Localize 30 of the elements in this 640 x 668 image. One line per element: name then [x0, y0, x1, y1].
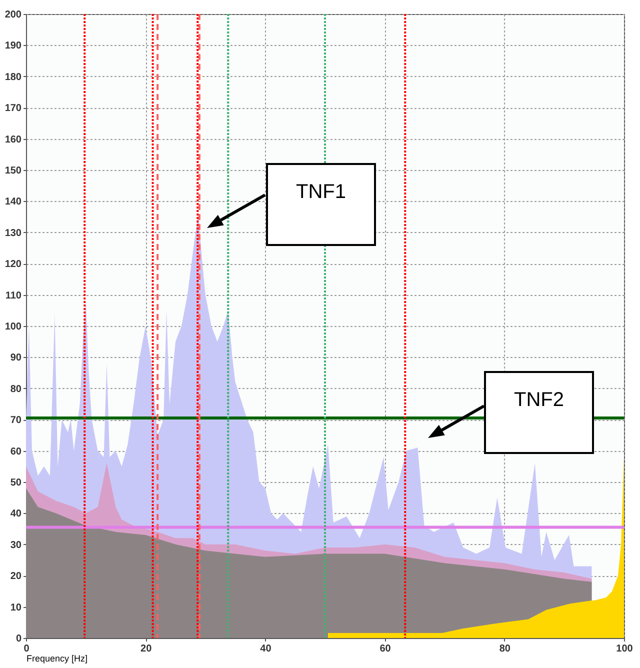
x-tick-label: 100 [616, 644, 634, 654]
y-tick-label: 30 [10, 540, 22, 551]
y-tick-label: 110 [5, 290, 22, 302]
text-box: TNF1 [266, 163, 376, 246]
y-tick-label: 200 [4, 10, 22, 20]
x-axis-title: Frequency [Hz] [26, 654, 88, 664]
text-box: TNF2 [484, 371, 594, 454]
y-tick-label: 130 [4, 228, 22, 239]
y-tick-label: 20 [10, 571, 22, 582]
y-tick-label: 170 [4, 103, 22, 114]
y-tick-label: 100 [4, 322, 22, 332]
y-tick-label: 190 [4, 40, 22, 52]
y-tick-label: 0 [16, 634, 22, 644]
y-tick-label: 60 [10, 446, 22, 458]
x-tick-label: 60 [380, 644, 392, 654]
x-tick-label: 20 [140, 644, 152, 654]
y-tick-label: 80 [10, 384, 22, 395]
y-tick-label: 180 [4, 72, 22, 83]
y-tick-label: 120 [4, 259, 22, 270]
x-tick-label: 0 [24, 644, 30, 654]
y-tick-label: 90 [10, 352, 22, 364]
y-tick-label: 140 [4, 196, 22, 208]
x-tick-label: 80 [499, 644, 511, 654]
y-tick-label: 50 [10, 478, 22, 488]
y-tick-label: 150 [4, 166, 22, 176]
y-tick-label: 70 [10, 415, 22, 426]
y-tick-label: 40 [10, 508, 22, 520]
x-tick-label: 40 [260, 644, 272, 654]
y-tick-label: 160 [4, 134, 22, 146]
y-tick-label: 10 [10, 602, 22, 614]
